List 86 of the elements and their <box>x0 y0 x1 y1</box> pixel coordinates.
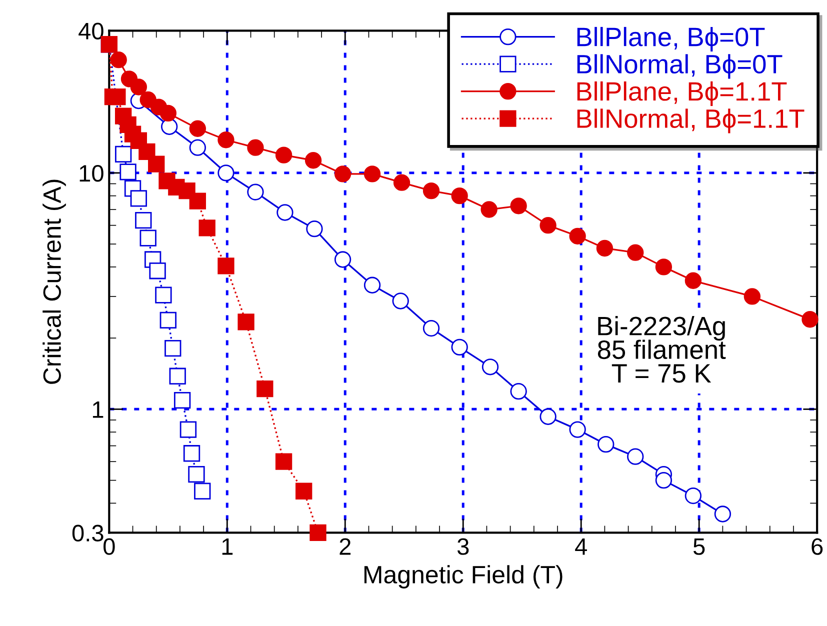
point <box>306 220 323 238</box>
point <box>189 192 206 210</box>
point <box>218 132 234 148</box>
legend-label: BllPlane, Bϕ=1.1T <box>577 81 787 106</box>
point <box>364 166 381 182</box>
x-tick-label: 0 <box>104 538 115 555</box>
point <box>296 482 312 500</box>
legend-label: BllPlane, Bϕ=0T <box>577 26 765 52</box>
point <box>256 380 274 398</box>
point <box>160 104 176 122</box>
point <box>247 184 264 200</box>
point <box>180 421 197 438</box>
point <box>684 272 702 289</box>
point <box>304 152 322 169</box>
point <box>569 421 586 438</box>
point <box>114 146 132 163</box>
point <box>140 230 156 246</box>
x-tick-label: 4 <box>575 538 587 555</box>
point <box>802 311 818 328</box>
y-tick-label: 40 <box>78 22 104 40</box>
point <box>160 312 176 329</box>
point <box>451 338 468 356</box>
point <box>276 204 294 221</box>
x-tick-label: 6 <box>812 538 823 555</box>
point <box>422 182 440 200</box>
point <box>364 276 381 294</box>
point <box>540 217 556 234</box>
point <box>238 314 254 330</box>
point <box>655 258 672 276</box>
point <box>161 118 178 135</box>
point <box>110 52 127 68</box>
point <box>155 286 172 304</box>
point <box>189 120 206 137</box>
point <box>188 466 205 483</box>
point <box>451 187 468 204</box>
point <box>149 262 166 280</box>
point <box>540 408 556 425</box>
point <box>218 258 234 274</box>
point <box>120 164 136 180</box>
point <box>598 436 614 453</box>
point <box>714 506 732 522</box>
point <box>174 392 191 409</box>
point <box>422 320 440 337</box>
point <box>510 383 527 400</box>
annotation: Bi-2223/Ag 85 filament T = 75 K <box>598 316 726 383</box>
point <box>310 524 326 542</box>
x-tick-label: 3 <box>457 538 469 555</box>
point <box>164 340 182 357</box>
point <box>334 166 352 182</box>
point <box>198 220 216 236</box>
point <box>744 288 761 305</box>
point <box>130 78 147 96</box>
y-tick-label: 10 <box>80 164 104 182</box>
point <box>194 482 211 500</box>
point <box>684 487 702 504</box>
point <box>627 448 644 465</box>
x-tick-label: 2 <box>340 538 351 555</box>
point <box>109 88 126 106</box>
point <box>655 472 672 489</box>
x-axis-title: Magnetic Field (T) <box>364 565 562 588</box>
y-tick-label: 0.3 <box>72 524 104 542</box>
point <box>189 139 206 156</box>
point <box>510 198 527 214</box>
point <box>247 139 264 156</box>
point <box>482 358 499 376</box>
point <box>275 453 292 470</box>
point <box>169 368 186 384</box>
x-tick-label: 5 <box>693 538 705 555</box>
point <box>569 228 586 244</box>
legend-label: BllNormal, Bϕ=1.1T <box>577 108 804 134</box>
point <box>275 146 292 164</box>
y-axis-title: Critical Current (A) <box>42 180 66 384</box>
point <box>596 240 614 257</box>
legend-label: BllNormal, Bϕ=0T <box>577 54 782 79</box>
point <box>130 190 147 207</box>
point <box>183 445 200 462</box>
x-tick-label: 1 <box>222 538 233 555</box>
point <box>393 174 410 191</box>
point <box>135 212 152 229</box>
point <box>392 292 409 310</box>
point <box>148 156 165 172</box>
point <box>480 201 498 218</box>
point <box>627 244 644 261</box>
y-tick-label: 1 <box>92 402 104 418</box>
point <box>218 164 234 182</box>
point <box>334 251 352 268</box>
